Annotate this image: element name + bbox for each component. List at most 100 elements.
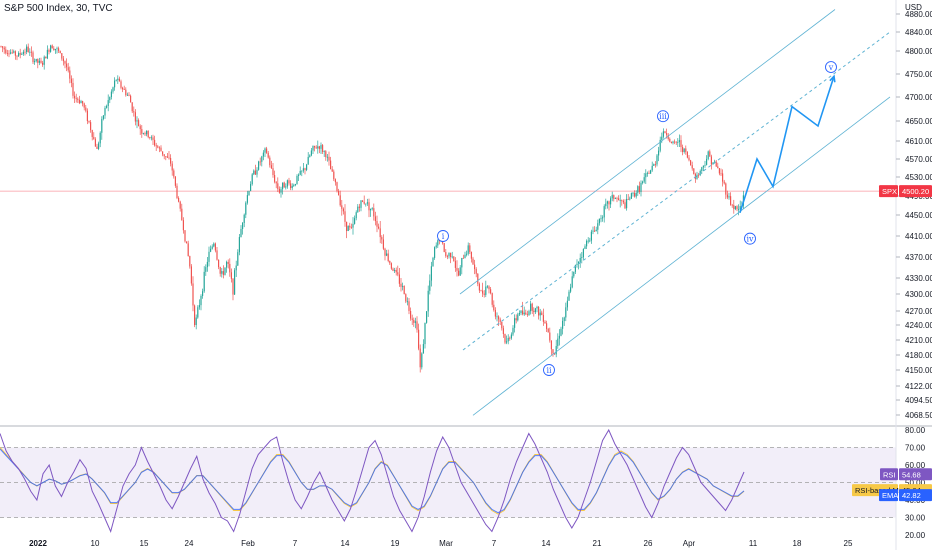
candle-body xyxy=(304,168,306,170)
candle-body xyxy=(3,47,5,50)
candle-body xyxy=(603,206,605,218)
candle-body xyxy=(168,157,170,159)
candle-body xyxy=(563,317,565,321)
candle-body xyxy=(480,290,482,292)
candle-body xyxy=(194,305,196,326)
candle-body xyxy=(624,202,626,209)
time-tick-label: Apr xyxy=(683,539,696,548)
candle-body xyxy=(614,198,616,200)
candle-body xyxy=(136,120,138,122)
wave-label-text: i xyxy=(442,232,445,241)
candle-body xyxy=(472,258,474,265)
candle-body xyxy=(144,133,146,135)
candle-body xyxy=(555,346,557,355)
candle-body xyxy=(54,48,56,51)
candle-body xyxy=(611,195,613,199)
candle-body xyxy=(730,196,732,205)
candles xyxy=(0,43,744,373)
last-price-badge: 4500.20 xyxy=(902,187,929,196)
candle-body xyxy=(178,197,180,202)
candle-body xyxy=(261,156,263,162)
candle-body xyxy=(546,323,548,329)
candle-body xyxy=(107,100,109,107)
candle-body xyxy=(222,271,224,275)
candle-body xyxy=(325,151,327,158)
candle-body xyxy=(302,168,304,171)
symbol-badge: SPX xyxy=(882,187,897,196)
candle-body xyxy=(139,126,141,130)
candle-body xyxy=(739,206,741,210)
candle-body xyxy=(46,49,48,59)
candle-body xyxy=(539,312,541,316)
candle-body xyxy=(160,147,162,152)
candle-body xyxy=(638,186,640,193)
candle-body xyxy=(709,151,711,157)
candle-body xyxy=(101,118,103,133)
candle-body xyxy=(565,307,567,318)
candle-body xyxy=(526,314,528,316)
candle-body xyxy=(198,305,200,308)
candle-body xyxy=(109,96,111,101)
candle-body xyxy=(114,80,116,88)
candle-body xyxy=(64,61,66,64)
candle-body xyxy=(691,165,693,169)
price-tick-label: 4068.50 xyxy=(905,411,932,420)
candle-body xyxy=(270,165,272,169)
price-tick-label: 4840.00 xyxy=(905,28,932,37)
candle-body xyxy=(320,145,322,149)
candle-body xyxy=(659,139,661,151)
candle-body xyxy=(414,321,416,323)
candle-body xyxy=(206,261,208,268)
rsi-line xyxy=(0,428,745,533)
candle-body xyxy=(482,290,484,294)
candle-body xyxy=(728,196,730,198)
candle-body xyxy=(731,204,733,206)
candle-body xyxy=(474,264,476,270)
candle-body xyxy=(78,99,80,104)
candle-body xyxy=(166,156,168,158)
candle-body xyxy=(406,301,408,303)
price-axis[interactable]: 4880.00 4840.00 4800.00 4750.00 4700.00 4650.… xyxy=(896,3,932,420)
candle-body xyxy=(398,274,400,284)
candle-body xyxy=(277,183,279,189)
candle-body xyxy=(437,240,439,246)
candle-body xyxy=(221,271,223,274)
candle-body xyxy=(298,174,300,176)
candle-body xyxy=(662,131,664,137)
candle-body xyxy=(422,344,424,354)
candle-body xyxy=(155,145,157,147)
time-tick-label: 19 xyxy=(391,539,400,548)
candle-body xyxy=(590,231,592,241)
candle-body xyxy=(606,201,608,204)
candle-body xyxy=(448,252,450,257)
candle-body xyxy=(496,316,498,318)
candle-body xyxy=(75,98,77,100)
candle-body xyxy=(34,61,36,63)
candle-body xyxy=(501,321,503,329)
candle-body xyxy=(56,48,58,50)
candle-body xyxy=(318,146,320,149)
candle-body xyxy=(336,182,338,191)
candle-body xyxy=(272,168,274,176)
candle-body xyxy=(158,147,160,149)
candle-body xyxy=(202,291,204,296)
candle-body xyxy=(48,49,50,52)
time-axis[interactable]: 2022 10 15 24 Feb 7 14 19 Mar 7 14 21 26 Apr 11 18 25 xyxy=(29,539,853,548)
candle-body xyxy=(576,263,578,265)
candle-body xyxy=(549,332,551,341)
candle-body xyxy=(509,337,511,339)
candle-body xyxy=(598,218,600,224)
candle-body xyxy=(330,160,332,170)
candle-body xyxy=(419,348,421,368)
wave-label-text: v xyxy=(828,63,834,72)
candle-body xyxy=(619,200,621,201)
candle-body xyxy=(522,310,524,315)
candle-body xyxy=(259,161,261,163)
price-tick-label: 4570.00 xyxy=(905,155,932,164)
candle-body xyxy=(717,166,719,169)
candle-body xyxy=(131,102,133,112)
candle-body xyxy=(707,151,709,159)
wave-label-text: iii xyxy=(659,112,667,121)
candle-body xyxy=(90,122,92,131)
